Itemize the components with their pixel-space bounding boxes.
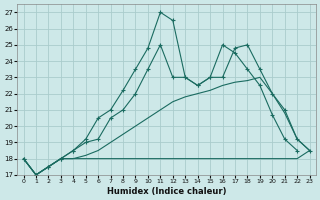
X-axis label: Humidex (Indice chaleur): Humidex (Indice chaleur) [107, 187, 226, 196]
